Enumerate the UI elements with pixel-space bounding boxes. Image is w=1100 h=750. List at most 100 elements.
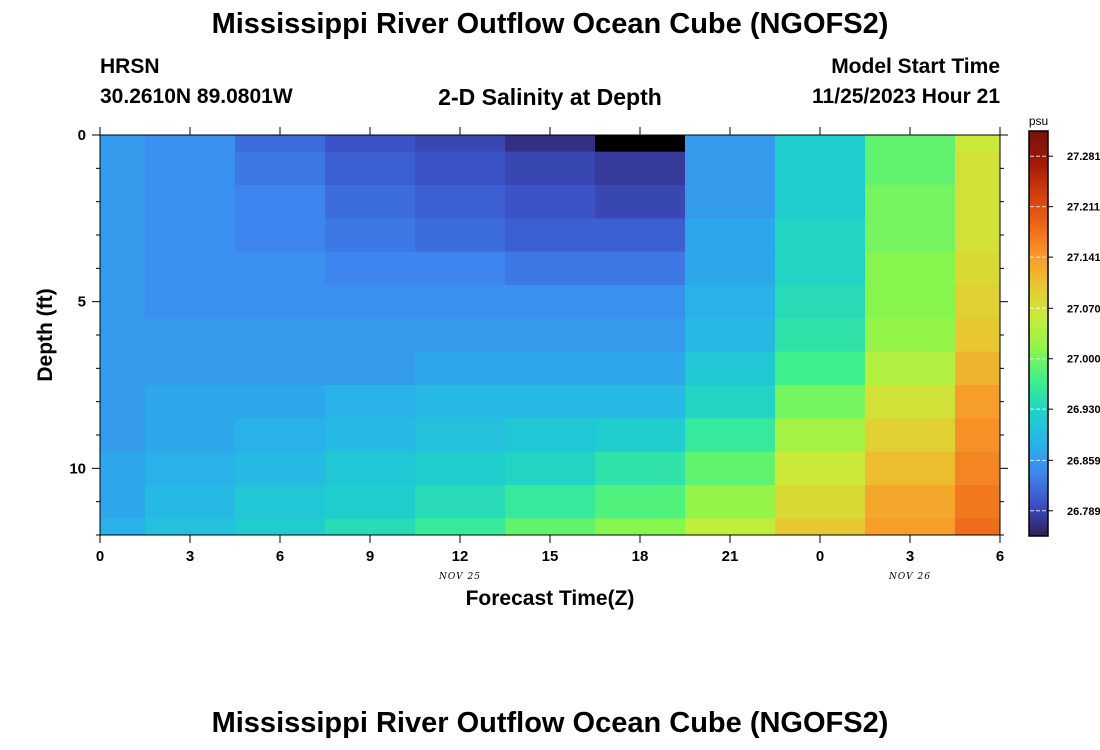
y-tick-label: 0	[78, 127, 86, 144]
x-tick-label: 9	[366, 548, 374, 565]
heatmap-cell	[145, 451, 236, 486]
x-axis-label: Forecast Time(Z)	[466, 587, 635, 610]
colorbar-tick-label: 27.070	[1067, 303, 1100, 315]
heatmap-cell	[325, 485, 416, 519]
heatmap-cell	[865, 485, 956, 519]
heatmap-cell	[595, 285, 686, 319]
y-tick-label: 10	[69, 460, 86, 477]
heatmap-cell	[595, 185, 686, 219]
heatmap-cell	[235, 451, 326, 486]
heatmap-cell	[100, 135, 146, 153]
heatmap-cell	[100, 218, 146, 253]
heatmap-cell	[865, 285, 956, 319]
heatmap-cell	[415, 351, 506, 386]
heatmap-cell	[865, 385, 956, 419]
heatmap-cell	[775, 518, 866, 536]
heatmap-cell	[595, 351, 686, 386]
heatmap-cell	[865, 451, 956, 486]
x-tick-label: 0	[816, 548, 824, 565]
heatmap-cell	[865, 318, 956, 353]
x-tick-label: 6	[996, 548, 1004, 565]
heatmap-cell	[415, 451, 506, 486]
heatmap-cell	[235, 351, 326, 386]
heatmap-cell	[505, 151, 596, 186]
heatmap-cell	[505, 318, 596, 353]
heatmap-cell	[685, 351, 776, 386]
heatmap-cell	[145, 151, 236, 186]
colorbar-tick-label: 27.281	[1067, 151, 1100, 163]
heatmap-cell	[685, 485, 776, 519]
heatmap-cell	[955, 418, 1001, 453]
x-date-label: NOV 26	[888, 572, 931, 582]
page-title: Mississippi River Outflow Ocean Cube (NG…	[211, 8, 889, 40]
heatmap-cell	[145, 185, 236, 219]
heatmap-cell	[775, 251, 866, 286]
heatmap-cell	[685, 185, 776, 219]
colorbar-tick-label: 27.000	[1067, 354, 1100, 366]
heatmap-cell	[100, 185, 146, 219]
heatmap-cell	[865, 151, 956, 186]
heatmap-cell	[100, 385, 146, 419]
x-tick-label: 21	[722, 548, 739, 565]
heatmap-cell	[775, 385, 866, 419]
heatmap-cell	[955, 451, 1001, 486]
heatmap-cell	[955, 185, 1001, 219]
heatmap-cell	[685, 285, 776, 319]
heatmap-cell	[955, 518, 1001, 536]
heatmap-cell	[325, 385, 416, 419]
colorbar-unit: psu	[1029, 114, 1048, 128]
heatmap-cell	[235, 151, 326, 186]
heatmap-cell	[325, 185, 416, 219]
heatmap-cell	[955, 385, 1001, 419]
heatmap-cell	[955, 318, 1001, 353]
colorbar-tick-label: 27.211	[1067, 202, 1100, 214]
heatmap-cell	[145, 485, 236, 519]
station-id: HRSN	[100, 55, 160, 78]
heatmap-cell	[145, 318, 236, 353]
heatmap-cell	[685, 151, 776, 186]
heatmap-cell	[415, 151, 506, 186]
heatmap-cell	[145, 418, 236, 453]
heatmap-cell	[415, 418, 506, 453]
model-start-label: Model Start Time	[831, 55, 1000, 78]
heatmap-cell	[775, 151, 866, 186]
x-tick-label: 15	[542, 548, 559, 565]
heatmap-cell	[325, 151, 416, 186]
heatmap-cell	[505, 485, 596, 519]
heatmap-cell	[685, 218, 776, 253]
salinity-heatmap-chart: 0 3 6 9 12 15 18 21 0 3 6 NOV 25 NOV 26 Forecast Time…	[34, 114, 1100, 610]
heatmap-cell	[100, 251, 146, 286]
heatmap-cell	[415, 385, 506, 419]
heatmap-cell	[145, 135, 236, 153]
heatmap-cell	[145, 518, 236, 536]
colorbar	[1028, 130, 1049, 537]
heatmap-cell	[505, 218, 596, 253]
heatmap-cell	[685, 135, 776, 153]
x-tick-label: 12	[452, 548, 469, 565]
heatmap-cell	[775, 218, 866, 253]
heatmap-cell	[325, 451, 416, 486]
heatmap-cell	[100, 451, 146, 486]
heatmap-cell	[775, 451, 866, 486]
heatmap-cell	[685, 251, 776, 286]
heatmap-cell	[505, 451, 596, 486]
heatmap-cell	[775, 285, 866, 319]
heatmap-cell	[505, 135, 596, 153]
heatmap-cell	[595, 151, 686, 186]
heatmap-cell	[145, 351, 236, 386]
heatmap-cell	[595, 251, 686, 286]
heatmap-cell	[100, 518, 146, 536]
heatmap-cell	[955, 135, 1001, 153]
heatmap-cell	[325, 518, 416, 536]
heatmap-cell	[955, 251, 1001, 286]
colorbar-tick-label: 26.789	[1067, 506, 1100, 518]
heatmap-cell	[415, 218, 506, 253]
heatmap-cell	[505, 251, 596, 286]
heatmap-cell	[145, 218, 236, 253]
heatmap-cell	[415, 285, 506, 319]
heatmap-cell	[100, 351, 146, 386]
y-tick-label: 5	[78, 294, 86, 311]
heatmap-cell	[505, 185, 596, 219]
heatmap-cell	[505, 351, 596, 386]
heatmap-cell	[775, 135, 866, 153]
